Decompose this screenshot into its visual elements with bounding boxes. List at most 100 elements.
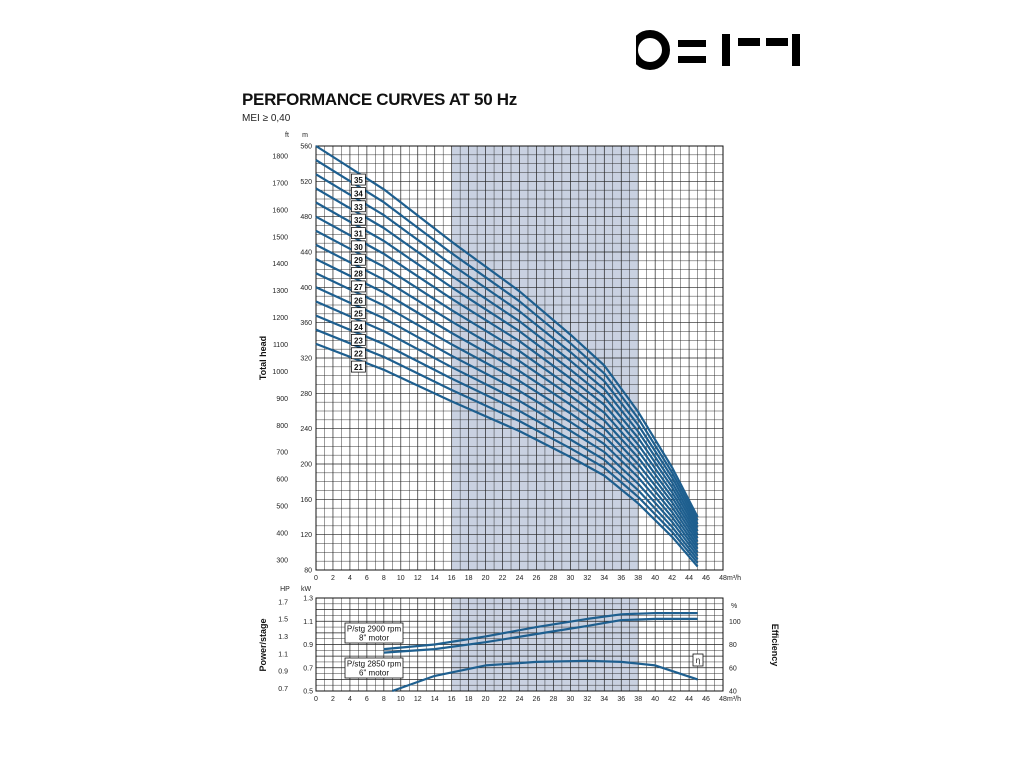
head-y-tick-m: 240 (300, 426, 312, 433)
brand-logo-svg (636, 30, 800, 70)
efficiency-y-label: Efficiency (770, 624, 780, 667)
label-p2850-motor: 6" motor (359, 669, 389, 678)
head-x-tick: 36 (617, 575, 625, 582)
stage-label-box (350, 200, 366, 213)
head-y-tick-m: 320 (300, 356, 312, 363)
power-x-tick: 0 (314, 696, 318, 703)
power-hp-tick: 1.5 (278, 617, 288, 624)
stage-label-box (350, 213, 366, 226)
head-y-tick-ft: 1100 (273, 342, 288, 349)
brand-glyph-e-top (678, 40, 706, 47)
power-chart-axes: 0 2 4 6 8 10 12 14 16 18 20 22 24 26 28 30 32 34 36 38 40 42 4… (258, 586, 780, 703)
efficiency-tick: 60 (729, 665, 737, 672)
brand-glyph-5b (766, 38, 788, 46)
power-x-tick: 12 (414, 696, 422, 703)
stage-label-text: 28 (354, 270, 363, 279)
power-x-tick: 26 (533, 696, 541, 703)
power-x-tick: 16 (448, 696, 456, 703)
power-x-tick: 38 (634, 696, 642, 703)
label-p2900-motor: 8" motor (359, 634, 389, 643)
page-title: PERFORMANCE CURVES AT 50 Hz (242, 90, 517, 109)
head-x-tick: 18 (465, 575, 473, 582)
stage-label-23: 23 (350, 333, 366, 346)
power-y-label: Power/stage (258, 618, 268, 671)
brand-glyph-c (636, 30, 670, 70)
brand-glyph-h (792, 34, 800, 66)
head-y-tick-ft: 1800 (272, 154, 288, 161)
head-curve-25 (315, 286, 699, 553)
label-p2900-speed: P/stg 2900 rpm (347, 625, 402, 634)
head-x-tick: 28 (550, 575, 558, 582)
head-y-tick-ft: 1600 (272, 207, 288, 214)
label-p2850-box (344, 657, 404, 679)
stage-label-text: 26 (354, 296, 363, 305)
power-x-tick: 20 (482, 696, 490, 703)
head-y-tick-ft: 700 (276, 450, 288, 457)
head-y-unit-m: m (302, 132, 308, 139)
stage-label-box (350, 280, 366, 293)
head-x-tick: 6 (365, 575, 369, 582)
stage-label-26: 26 (350, 293, 366, 306)
head-curve-35 (315, 145, 699, 518)
power-x-tick: 46 (702, 696, 710, 703)
stage-label-31: 31 (350, 227, 366, 239)
head-curve-23 (315, 314, 699, 561)
head-y-tick-ft: 500 (276, 504, 288, 511)
head-x-tick: 12 (414, 575, 422, 582)
stage-label-text: 21 (354, 363, 363, 372)
stage-label-35: 35 (350, 173, 366, 186)
stage-label-box (350, 227, 366, 239)
head-x-tick: 26 (533, 575, 541, 582)
stage-label-text: 31 (354, 229, 363, 238)
power-x-tick: 24 (516, 696, 524, 703)
brand-glyph-1 (722, 34, 730, 66)
label-p2900-box (344, 622, 404, 644)
head-curve-22 (315, 328, 699, 564)
stage-label-text: 30 (354, 243, 363, 252)
head-x-tick: 38 (634, 575, 642, 582)
head-curve-27 (315, 258, 699, 546)
stage-label-22: 22 (350, 347, 366, 360)
stage-label-29: 29 (350, 253, 366, 266)
efficiency-tick: 100 (729, 619, 741, 626)
power-x-tick: 32 (583, 696, 591, 703)
head-y-tick-m: 480 (300, 214, 312, 221)
head-y-tick-m: 200 (300, 462, 312, 469)
head-y-tick-ft: 600 (276, 477, 288, 484)
head-curve-24 (315, 300, 699, 557)
power-kw-tick: 1.3 (303, 596, 313, 603)
power-hp-tick: 1.1 (278, 651, 288, 658)
power-x-unit: m³/h (727, 696, 741, 703)
head-x-tick: 44 (685, 575, 693, 582)
power-x-tick: 34 (600, 696, 608, 703)
stage-label-text: 23 (354, 336, 363, 345)
stage-label-25: 25 (350, 307, 366, 320)
stage-label-33: 33 (350, 200, 366, 213)
efficiency-unit: % (731, 603, 737, 610)
stage-label-24: 24 (350, 320, 366, 333)
head-x-tick: 20 (482, 575, 490, 582)
head-x-tick: 32 (583, 575, 591, 582)
head-y-tick-ft: 800 (276, 423, 288, 430)
power-kw-tick: 0.9 (303, 642, 313, 649)
head-y-tick-m: 280 (300, 391, 312, 398)
head-x-tick: 8 (382, 575, 386, 582)
head-x-tick: 42 (668, 575, 676, 582)
stage-label-34: 34 (350, 187, 366, 199)
head-curve-28 (315, 243, 699, 543)
power-x-tick: 6 (365, 696, 369, 703)
head-y-label: Total head (258, 336, 268, 380)
page-subtitle: MEI ≥ 0,40 (242, 113, 291, 124)
head-x-tick: 0 (314, 575, 318, 582)
head-y-tick-ft: 900 (276, 396, 288, 403)
head-x-tick: 22 (499, 575, 507, 582)
stage-label-text: 32 (354, 216, 363, 225)
power-hp-tick: 1.3 (278, 634, 288, 641)
head-y-tick-ft: 300 (276, 557, 288, 564)
stage-label-box (350, 333, 366, 346)
head-y-tick-ft: 1200 (272, 315, 288, 322)
stage-label-21: 21 (350, 360, 366, 373)
head-chart-stage-labels: 21 22 23 24 25 26 27 28 29 30 31 32 33 34 35 (350, 173, 366, 373)
stage-label-30: 30 (350, 240, 366, 253)
stage-label-text: 34 (354, 189, 363, 198)
